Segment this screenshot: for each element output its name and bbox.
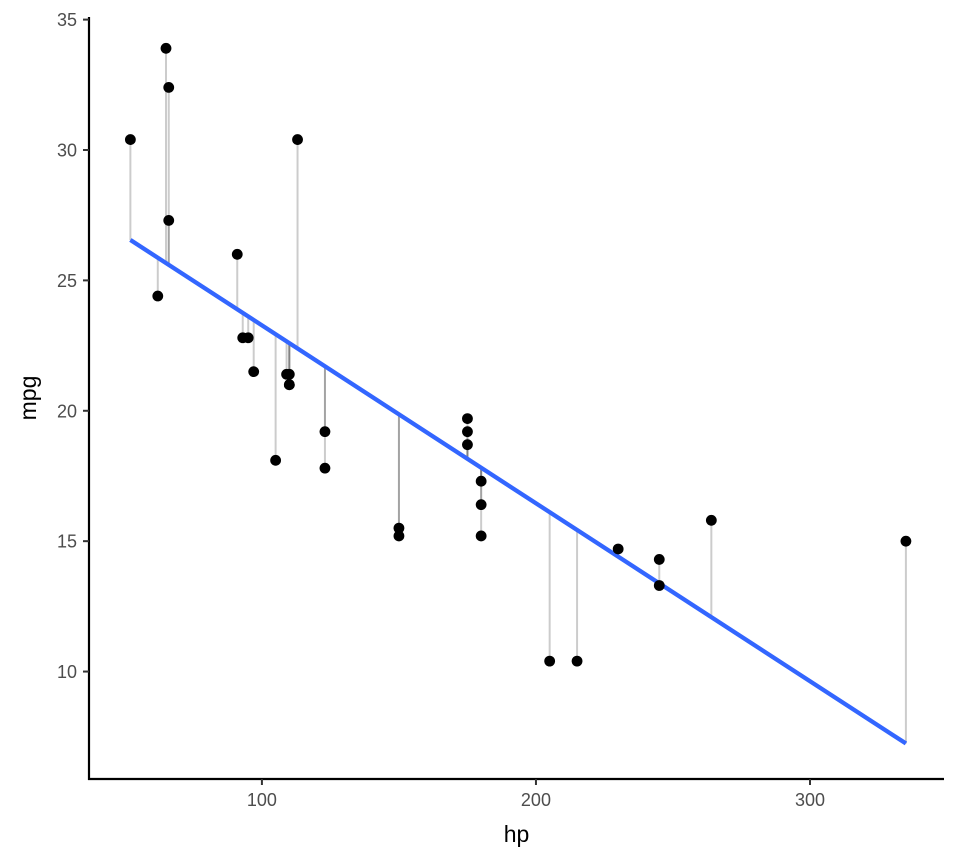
data-point: [124, 134, 136, 145]
y-tick-label: 15: [57, 532, 77, 552]
data-point: [281, 368, 292, 380]
data-point: [462, 413, 473, 425]
data-point: [612, 543, 624, 555]
data-point: [393, 522, 405, 534]
data-point: [571, 655, 583, 667]
data-point: [475, 530, 487, 542]
y-tick-label: 35: [57, 10, 77, 30]
data-point: [242, 332, 254, 344]
data-point: [475, 499, 487, 511]
data-point: [544, 655, 556, 667]
residual-segments: [129, 48, 907, 744]
data-point: [231, 248, 243, 260]
x-tick-label: 100: [247, 790, 277, 810]
y-axis-ticks: 10 15 20 25 30 35: [57, 10, 89, 682]
data-point: [462, 439, 473, 451]
y-tick-label: 30: [57, 140, 77, 160]
axes: 10 15 20 25 30 35 100 200 300 hp mpg: [15, 10, 944, 847]
data-point: [705, 514, 717, 526]
data-point: [163, 215, 175, 226]
y-tick-label: 20: [57, 401, 77, 421]
x-tick-label: 300: [795, 790, 825, 810]
x-tick-label: 200: [521, 790, 551, 810]
data-point: [283, 379, 295, 391]
regression-line: [129, 238, 908, 746]
x-axis-ticks: 100 200 300: [247, 779, 825, 810]
data-point: [270, 454, 282, 466]
data-point: [152, 290, 164, 302]
data-point: [319, 462, 331, 474]
data-point: [163, 82, 175, 93]
data-point: [160, 42, 172, 54]
data-point: [462, 426, 473, 438]
data-point: [292, 134, 303, 145]
data-point: [319, 426, 331, 438]
y-axis-title: mpg: [15, 376, 41, 421]
y-tick-label: 25: [57, 271, 77, 291]
data-point: [248, 366, 260, 378]
data-points: [124, 42, 912, 667]
data-point: [475, 475, 487, 487]
x-axis-title: hp: [504, 821, 530, 847]
data-point: [900, 535, 912, 547]
fit-line: [129, 238, 908, 746]
data-point: [653, 580, 665, 591]
data-point: [393, 530, 405, 542]
data-point: [653, 554, 665, 565]
y-tick-label: 10: [57, 662, 77, 682]
